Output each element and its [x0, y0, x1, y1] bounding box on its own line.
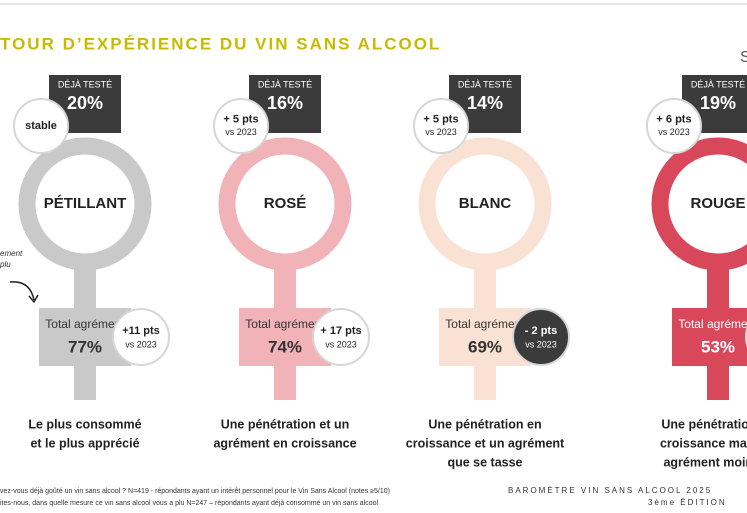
tested-value: 14% — [467, 93, 503, 113]
badge-text: vs 2023 — [658, 127, 690, 137]
badge — [13, 98, 69, 154]
badge-text: + 5 pts — [223, 113, 258, 125]
crossbar — [672, 308, 747, 366]
footer-note: vez-vous déjà goûté un vin sans alcool ?… — [0, 488, 390, 495]
tested-value: 16% — [267, 93, 303, 113]
corner-logo: S — [740, 49, 747, 66]
caption: croissance mais un — [660, 436, 747, 450]
caption: que se tasse — [447, 455, 522, 469]
total-value: 74% — [268, 337, 302, 356]
total-value: 53% — [701, 337, 735, 356]
badge-text: + 5 pts — [423, 113, 458, 125]
footer-edition: 3ème ÉDITION — [648, 498, 727, 507]
badge-text: stable — [25, 120, 57, 132]
side-arrow — [9, 281, 35, 301]
footer-note: ites-nous, dans quelle mesure ce vin san… — [0, 500, 378, 507]
total-value: 77% — [68, 337, 102, 356]
caption: Le plus consommé — [28, 417, 141, 431]
wine-name: BLANC — [459, 195, 512, 212]
title: TOUR D’EXPÉRIENCE DU VIN SANS ALCOOL — [0, 34, 441, 53]
badge-text: vs 2023 — [225, 127, 257, 137]
change-text: vs 2023 — [125, 339, 157, 349]
ring — [18, 137, 152, 271]
tested-label: DÉJÀ TESTÉ — [458, 79, 512, 89]
caption: croissance et un agrément — [406, 436, 565, 450]
total-label: Total agrément — [45, 317, 125, 331]
caption: agrément moindre — [663, 455, 747, 469]
change-badge — [112, 308, 170, 366]
caption: Une pénétration et un — [221, 417, 349, 431]
wine-name: ROUGE — [690, 195, 745, 212]
wine-name: ROSÉ — [264, 195, 307, 212]
badge — [413, 98, 469, 154]
badge — [646, 98, 702, 154]
side-arrow-head — [28, 294, 39, 304]
change-text: - 2 pts — [525, 325, 557, 337]
tested-value: 19% — [700, 93, 736, 113]
tested-label: DÉJÀ TESTÉ — [691, 79, 745, 89]
caption: et le plus apprécié — [30, 436, 139, 450]
footer-brand: BAROMÈTRE VIN SANS ALCOOL 2025 — [508, 486, 712, 495]
change-badge — [512, 308, 570, 366]
wine-name: PÉTILLANT — [44, 195, 127, 212]
change-badge — [312, 308, 370, 366]
caption: agrément en croissance — [213, 436, 356, 450]
badge-text: + 6 pts — [656, 113, 691, 125]
badge — [213, 98, 269, 154]
ring — [418, 137, 552, 271]
tested-label: DÉJÀ TESTÉ — [58, 79, 112, 89]
side-note: plu — [0, 260, 11, 269]
change-text: +11 pts — [122, 325, 160, 337]
tested-label: DÉJÀ TESTÉ — [258, 79, 312, 89]
ring — [218, 137, 352, 271]
change-text: vs 2023 — [325, 339, 357, 349]
total-label: Total agrément — [445, 317, 525, 331]
change-text: vs 2023 — [525, 339, 557, 349]
caption: Une pénétration en — [661, 417, 747, 431]
badge-text: vs 2023 — [425, 127, 457, 137]
total-label: Total agrément — [245, 317, 325, 331]
ring — [651, 137, 747, 271]
tested-value: 20% — [67, 93, 103, 113]
change-text: + 17 pts — [320, 325, 361, 337]
total-label: Total agrément — [678, 317, 747, 331]
caption: Une pénétration en — [428, 417, 541, 431]
side-note: ement — [0, 249, 23, 258]
total-value: 69% — [468, 337, 502, 356]
